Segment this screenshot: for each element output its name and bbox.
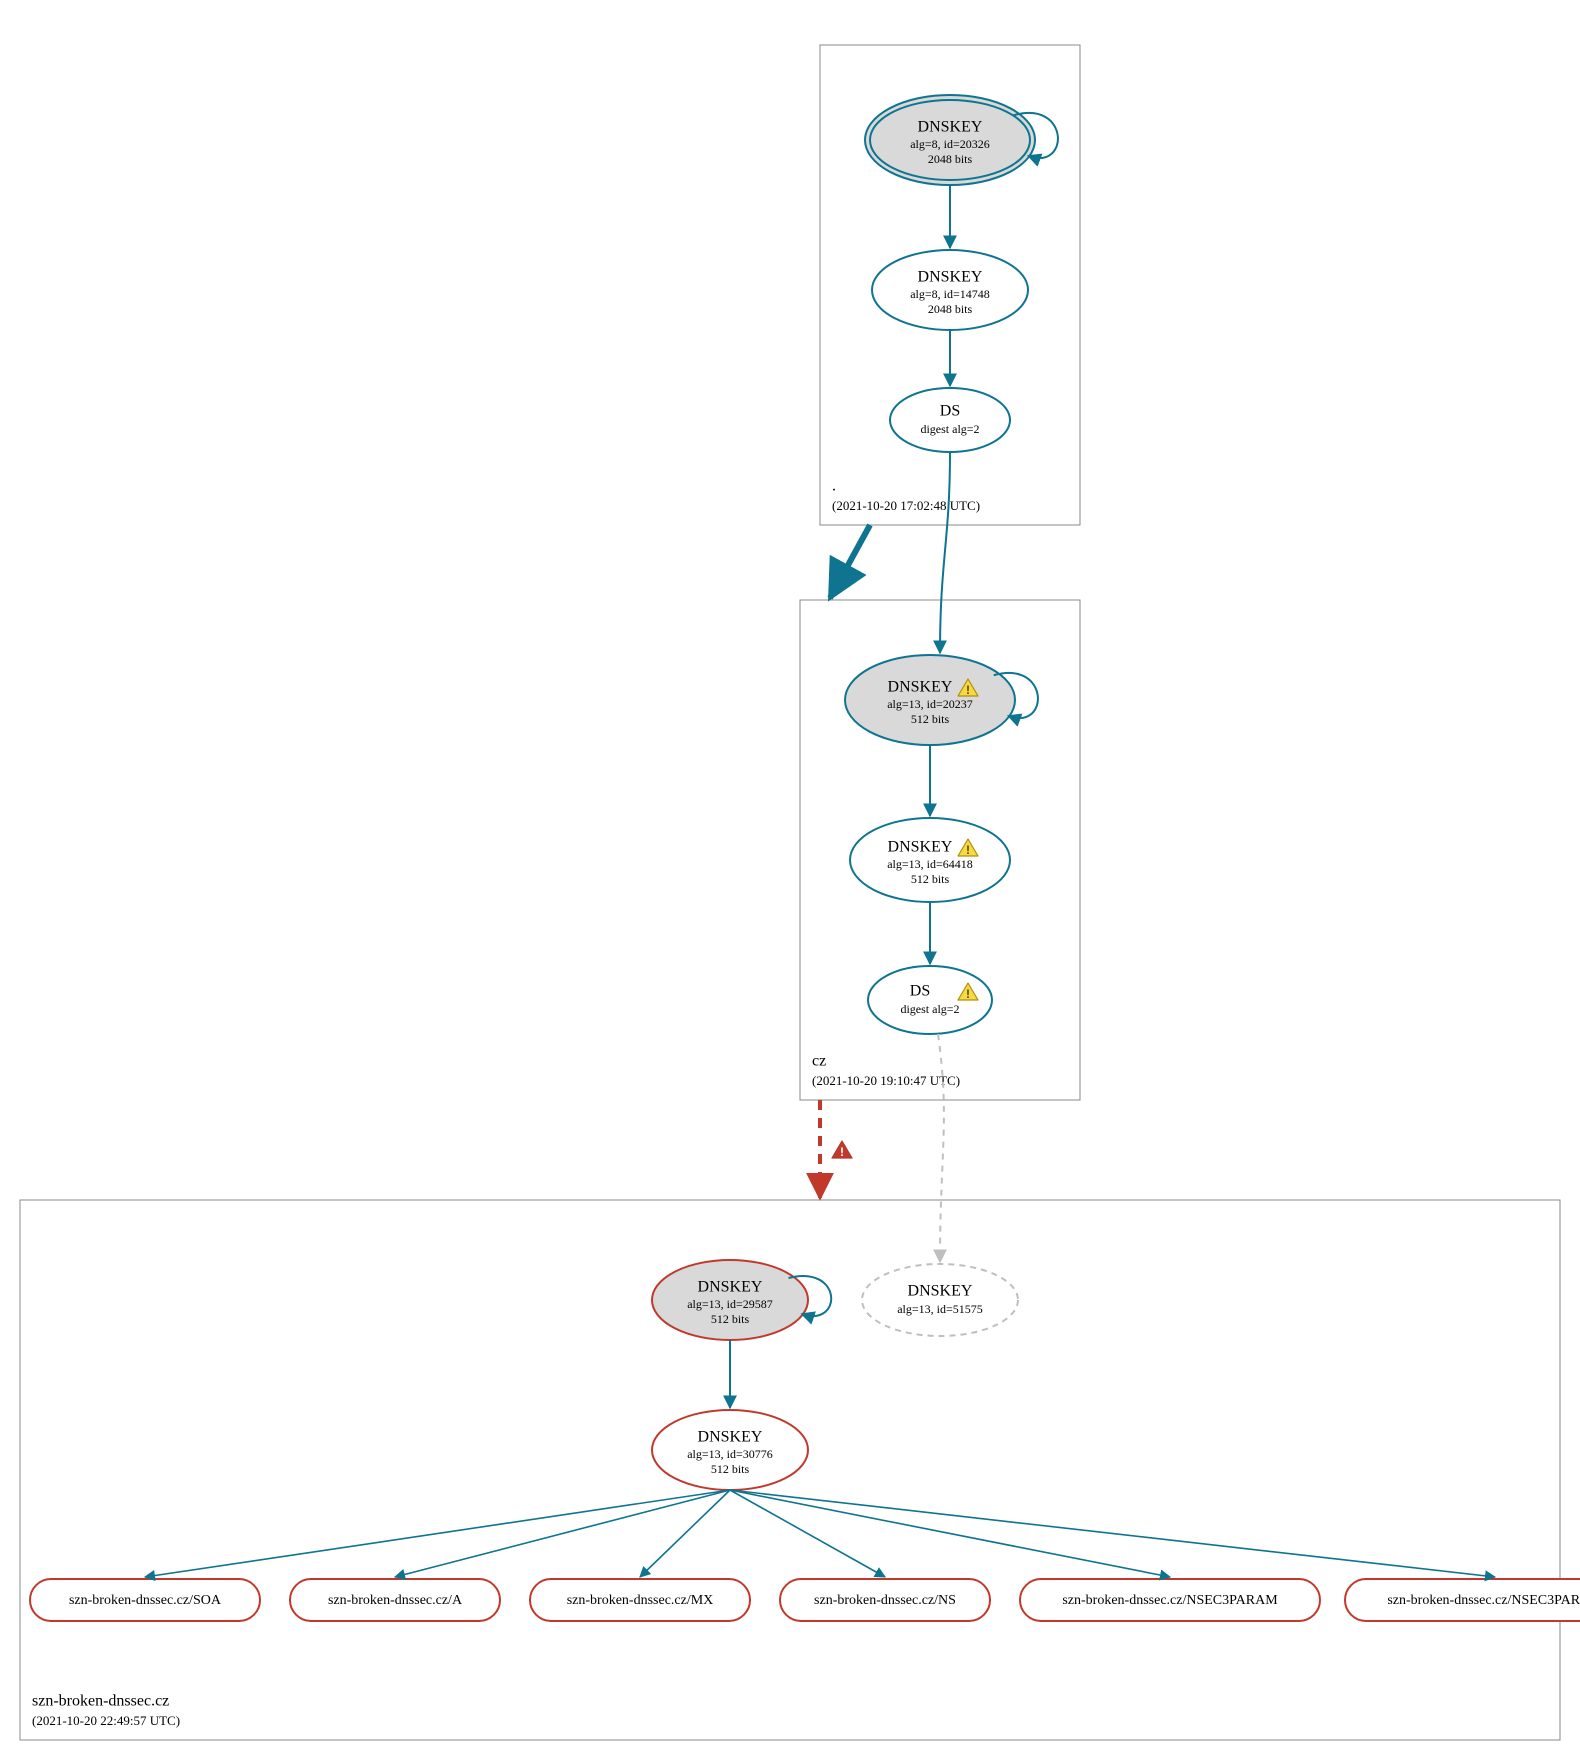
svg-text:(2021-10-20 19:10:47 UTC): (2021-10-20 19:10:47 UTC) — [812, 1073, 960, 1088]
edge-fanout — [730, 1490, 1495, 1577]
rrset-rr_n3p2: szn-broken-dnssec.cz/NSEC3PARAM — [1345, 1579, 1580, 1621]
svg-text:alg=13, id=30776: alg=13, id=30776 — [687, 1447, 773, 1461]
rrset-rr_soa: szn-broken-dnssec.cz/SOA — [30, 1579, 260, 1621]
svg-text:!: ! — [966, 683, 970, 697]
rrset-rr_ns: szn-broken-dnssec.cz/NS — [780, 1579, 990, 1621]
rrset-rr_mx: szn-broken-dnssec.cz/MX — [530, 1579, 750, 1621]
svg-text:512 bits: 512 bits — [711, 1312, 750, 1326]
node-root_ksk: DNSKEYalg=8, id=203262048 bits — [865, 95, 1058, 185]
svg-text:alg=8, id=20326: alg=8, id=20326 — [910, 137, 990, 151]
svg-text:szn-broken-dnssec.cz/NSEC3PARA: szn-broken-dnssec.cz/NSEC3PARAM — [1387, 1593, 1580, 1608]
edge-ds-to-cz-ksk — [940, 452, 950, 653]
svg-text:DNSKEY: DNSKEY — [698, 1279, 763, 1296]
svg-text:cz: cz — [812, 1053, 826, 1070]
edge-fanout — [730, 1490, 885, 1577]
svg-text:alg=13, id=51575: alg=13, id=51575 — [897, 1302, 983, 1316]
edge-root-to-cz-box — [830, 525, 870, 598]
svg-text:szn-broken-dnssec.cz/NSEC3PARA: szn-broken-dnssec.cz/NSEC3PARAM — [1062, 1593, 1278, 1608]
svg-text:DNSKEY: DNSKEY — [918, 269, 983, 286]
svg-text:szn-broken-dnssec.cz/A: szn-broken-dnssec.cz/A — [328, 1593, 463, 1608]
svg-text:digest alg=2: digest alg=2 — [920, 422, 979, 436]
rrset-rr_n3p1: szn-broken-dnssec.cz/NSEC3PARAM — [1020, 1579, 1320, 1621]
svg-text:alg=8, id=14748: alg=8, id=14748 — [910, 287, 990, 301]
svg-text:DS: DS — [940, 403, 960, 420]
node-dom_ksk: DNSKEYalg=13, id=29587512 bits — [652, 1260, 831, 1340]
svg-text:DNSKEY: DNSKEY — [888, 839, 953, 856]
edge-fanout — [640, 1490, 730, 1577]
svg-text:szn-broken-dnssec.cz: szn-broken-dnssec.cz — [32, 1693, 169, 1710]
svg-text:DNSKEY: DNSKEY — [888, 679, 953, 696]
svg-text:512 bits: 512 bits — [911, 712, 950, 726]
node-cz_ds: DS! digest alg=2 — [868, 966, 992, 1034]
edge-ds-to-ghost — [938, 1034, 944, 1262]
node-root_zsk: DNSKEYalg=8, id=147482048 bits — [872, 250, 1028, 330]
svg-text:512 bits: 512 bits — [911, 872, 950, 886]
svg-text:DNSKEY: DNSKEY — [908, 1283, 973, 1300]
svg-text:szn-broken-dnssec.cz/SOA: szn-broken-dnssec.cz/SOA — [69, 1593, 222, 1608]
svg-text:(2021-10-20 17:02:48 UTC): (2021-10-20 17:02:48 UTC) — [832, 498, 980, 513]
svg-text:digest alg=2: digest alg=2 — [900, 1002, 959, 1016]
svg-text:DNSKEY: DNSKEY — [918, 119, 983, 136]
error-icon: ! — [832, 1141, 852, 1159]
svg-text:!: ! — [966, 987, 970, 1001]
svg-text:szn-broken-dnssec.cz/NS: szn-broken-dnssec.cz/NS — [814, 1593, 956, 1608]
svg-text:2048 bits: 2048 bits — [928, 302, 973, 316]
edge-fanout — [145, 1490, 730, 1577]
node-dom_zsk: DNSKEYalg=13, id=30776512 bits — [652, 1410, 808, 1490]
svg-text:alg=13, id=29587: alg=13, id=29587 — [687, 1297, 773, 1311]
svg-text:2048 bits: 2048 bits — [928, 152, 973, 166]
edge-fanout — [730, 1490, 1170, 1577]
svg-text:alg=13, id=64418: alg=13, id=64418 — [887, 857, 973, 871]
svg-text:alg=13, id=20237: alg=13, id=20237 — [887, 697, 973, 711]
edge-fanout — [395, 1490, 730, 1577]
svg-text:(2021-10-20 22:49:57 UTC): (2021-10-20 22:49:57 UTC) — [32, 1713, 180, 1728]
node-cz_ksk: DNSKEY!alg=13, id=20237512 bits — [845, 655, 1038, 745]
svg-text:DNSKEY: DNSKEY — [698, 1429, 763, 1446]
rrset-rr_a: szn-broken-dnssec.cz/A — [290, 1579, 500, 1621]
node-cz_zsk: DNSKEY!alg=13, id=64418512 bits — [850, 818, 1010, 902]
svg-text:!: ! — [840, 1145, 844, 1159]
svg-text:szn-broken-dnssec.cz/MX: szn-broken-dnssec.cz/MX — [567, 1593, 714, 1608]
node-root_ds: DS digest alg=2 — [890, 388, 1010, 452]
node-dom_ghost: DNSKEY alg=13, id=51575 — [862, 1264, 1018, 1336]
svg-text:.: . — [832, 478, 836, 495]
svg-text:!: ! — [966, 843, 970, 857]
svg-text:DS: DS — [910, 983, 930, 1000]
svg-text:512 bits: 512 bits — [711, 1462, 750, 1476]
